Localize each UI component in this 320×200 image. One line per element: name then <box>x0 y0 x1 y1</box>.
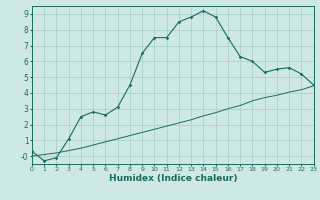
X-axis label: Humidex (Indice chaleur): Humidex (Indice chaleur) <box>108 174 237 183</box>
